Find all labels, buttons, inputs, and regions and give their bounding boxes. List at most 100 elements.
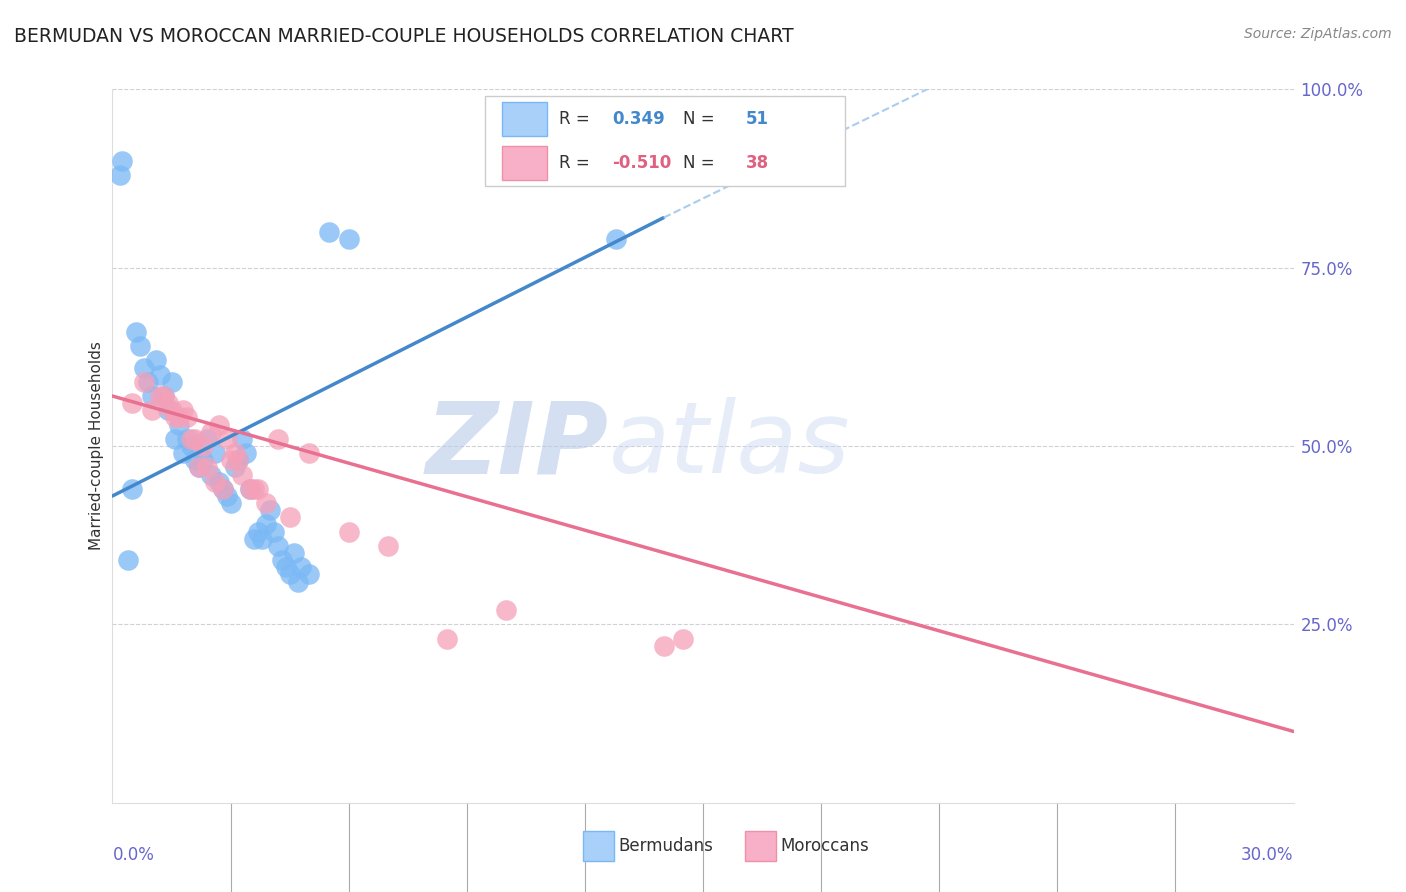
Point	[270, 553, 292, 567]
Point	[318, 225, 340, 239]
Point	[267, 539, 290, 553]
Point	[215, 489, 238, 503]
Text: Source: ZipAtlas.com: Source: ZipAtlas.com	[1244, 27, 1392, 41]
Point	[188, 460, 211, 475]
Point	[298, 567, 321, 582]
Text: BERMUDAN VS MOROCCAN MARRIED-COUPLE HOUSEHOLDS CORRELATION CHART: BERMUDAN VS MOROCCAN MARRIED-COUPLE HOUS…	[14, 27, 793, 45]
Point	[180, 439, 202, 453]
Point	[274, 560, 297, 574]
Point	[250, 532, 273, 546]
Point	[287, 574, 309, 589]
Point	[224, 446, 246, 460]
Point	[156, 403, 179, 417]
Point	[208, 417, 231, 432]
Text: 51: 51	[745, 110, 769, 128]
Point	[191, 439, 214, 453]
Point	[169, 417, 191, 432]
Point	[228, 453, 250, 467]
Point	[132, 360, 155, 375]
Point	[290, 560, 312, 574]
Point	[121, 482, 143, 496]
Point	[228, 453, 250, 467]
Point	[149, 389, 172, 403]
Point	[259, 503, 281, 517]
Point	[125, 325, 148, 339]
FancyBboxPatch shape	[485, 96, 845, 186]
Point	[278, 510, 301, 524]
Point	[165, 432, 187, 446]
Point	[180, 432, 202, 446]
Bar	[502, 146, 547, 180]
Point	[247, 482, 270, 496]
Point	[204, 446, 226, 460]
Point	[152, 389, 174, 403]
Point	[188, 460, 211, 475]
Point	[200, 425, 222, 439]
Point	[267, 432, 290, 446]
Point	[136, 375, 159, 389]
Point	[117, 553, 139, 567]
Point	[110, 168, 132, 182]
Text: atlas: atlas	[609, 398, 851, 494]
Text: N =: N =	[683, 110, 720, 128]
Point	[605, 232, 627, 246]
Point	[247, 524, 270, 539]
Text: ZIP: ZIP	[426, 398, 609, 494]
Point	[141, 389, 163, 403]
Point	[243, 482, 266, 496]
Point	[239, 482, 262, 496]
Point	[184, 453, 207, 467]
Text: Bermudans: Bermudans	[619, 837, 713, 855]
Point	[121, 396, 143, 410]
Point	[132, 375, 155, 389]
Text: 38: 38	[745, 154, 769, 172]
Point	[672, 632, 695, 646]
Point	[165, 410, 187, 425]
Point	[231, 432, 253, 446]
Text: Moroccans: Moroccans	[780, 837, 869, 855]
Point	[231, 467, 253, 482]
Text: R =: R =	[560, 110, 595, 128]
Point	[239, 482, 262, 496]
Point	[149, 368, 172, 382]
Point	[224, 460, 246, 475]
Text: 30.0%: 30.0%	[1241, 846, 1294, 863]
Point	[254, 517, 277, 532]
Point	[152, 389, 174, 403]
Point	[176, 432, 198, 446]
Text: -0.510: -0.510	[612, 154, 671, 172]
Text: 0.0%: 0.0%	[112, 846, 155, 863]
Point	[278, 567, 301, 582]
Point	[652, 639, 675, 653]
Point	[283, 546, 305, 560]
Point	[235, 446, 257, 460]
Point	[145, 353, 167, 368]
Point	[172, 446, 194, 460]
Point	[176, 410, 198, 425]
Point	[204, 475, 226, 489]
Point	[191, 453, 214, 467]
Point	[215, 432, 238, 446]
Point	[184, 432, 207, 446]
Point	[172, 403, 194, 417]
Point	[169, 410, 191, 425]
Point	[436, 632, 458, 646]
Point	[141, 403, 163, 417]
Point	[495, 603, 517, 617]
Point	[211, 482, 233, 496]
Point	[160, 403, 183, 417]
Text: R =: R =	[560, 154, 595, 172]
Point	[243, 532, 266, 546]
Point	[111, 153, 134, 168]
Point	[254, 496, 277, 510]
Point	[200, 467, 222, 482]
Point	[219, 453, 242, 467]
Point	[195, 460, 218, 475]
Point	[298, 446, 321, 460]
Point	[263, 524, 285, 539]
Y-axis label: Married-couple Households: Married-couple Households	[89, 342, 104, 550]
Text: N =: N =	[683, 154, 720, 172]
Text: 0.349: 0.349	[612, 110, 665, 128]
Point	[377, 539, 399, 553]
Point	[337, 232, 360, 246]
